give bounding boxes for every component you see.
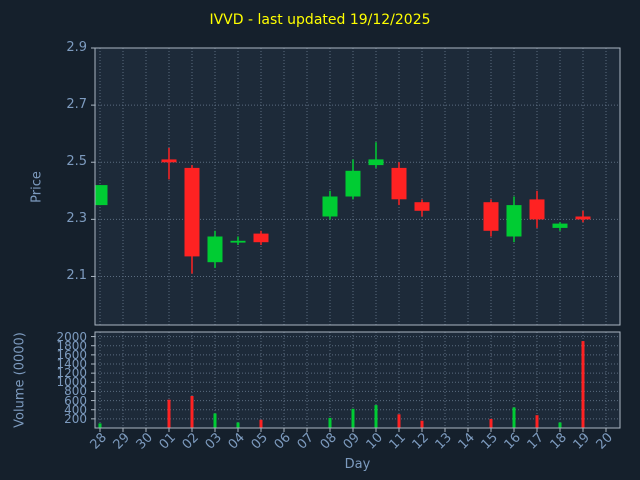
- volume-tick-label: 1600: [56, 348, 87, 362]
- price-panel-border: [94, 47, 621, 326]
- candles: [95, 142, 591, 274]
- price-tick-label: 2.7: [66, 97, 87, 112]
- volume-bar: [167, 399, 171, 428]
- volume-tick-label: 1800: [56, 339, 87, 353]
- volume-panel-border: [94, 331, 621, 429]
- price-tick-label: 2.9: [66, 40, 87, 55]
- volume-bar: [420, 420, 424, 428]
- volume-bar: [558, 422, 562, 428]
- volume-bar: [535, 415, 539, 428]
- candle-body: [575, 216, 591, 220]
- candle-body: [230, 240, 246, 243]
- volume-tick-label: 800: [64, 384, 87, 398]
- candle-body: [207, 236, 223, 263]
- volume-bar: [351, 408, 355, 428]
- candle-body: [184, 167, 200, 257]
- volume-bar: [374, 405, 378, 428]
- price-tick-label: 2.1: [66, 268, 87, 283]
- volume-bar: [190, 396, 194, 428]
- volume-bar: [259, 419, 263, 428]
- volume-bar: [512, 407, 516, 428]
- volume-tick-label: 200: [64, 412, 87, 426]
- volume-bar: [581, 341, 585, 428]
- volume-panel-bg: [95, 332, 620, 428]
- volume-bars: [98, 341, 585, 428]
- price-axis-label: Price: [29, 171, 45, 203]
- candle-body: [322, 196, 338, 217]
- candle-body: [529, 199, 545, 220]
- x-axis-label: Day: [344, 457, 371, 472]
- candle-body: [368, 159, 384, 166]
- volume-axis-label: Volume (0000): [12, 332, 28, 428]
- volume-tick-label: 1400: [56, 357, 87, 371]
- volume-bar: [397, 414, 401, 428]
- volume-bar: [328, 417, 332, 428]
- candle-body: [552, 223, 568, 228]
- volume-tick-label: 1000: [56, 375, 87, 389]
- candle-body: [483, 202, 499, 231]
- candle-body: [161, 159, 177, 163]
- volume-bar: [213, 413, 217, 428]
- volume-tick-label: 1200: [56, 366, 87, 380]
- candle-body: [414, 202, 430, 211]
- volume-tick-label: 2000: [56, 330, 87, 344]
- volume-bar: [236, 422, 240, 428]
- volume-bar: [489, 418, 493, 428]
- chart-title: IVVD - last updated 19/12/2025: [209, 12, 431, 28]
- candle-body: [95, 185, 108, 206]
- price-tick-label: 2.5: [66, 154, 87, 169]
- candle-body: [391, 167, 407, 200]
- candle-body: [345, 170, 361, 197]
- volume-bar: [98, 423, 102, 428]
- candle-body: [506, 205, 522, 237]
- price-tick-label: 2.3: [66, 211, 87, 226]
- volume-tick-label: 600: [64, 394, 87, 408]
- volume-tick-label: 400: [64, 403, 87, 417]
- candle-body: [253, 233, 269, 243]
